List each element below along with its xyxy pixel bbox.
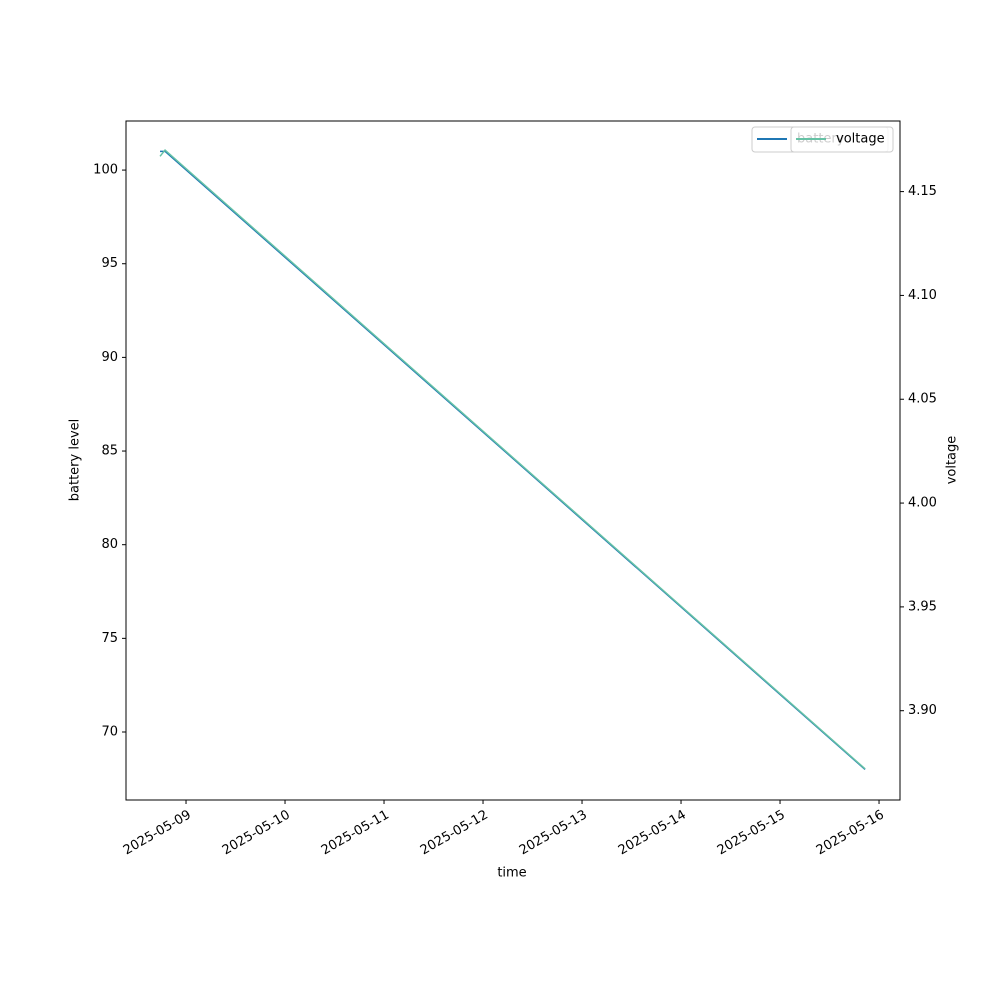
y2-tick-label: 4.05 [908, 392, 937, 407]
x-tick-label: 2025-05-16 [814, 808, 887, 859]
x-tick-label: 2025-05-13 [517, 808, 590, 859]
x-tick-label: 2025-05-12 [418, 808, 491, 859]
y-tick-label: 90 [101, 350, 118, 365]
x-tick-label: 2025-05-10 [220, 808, 293, 859]
y2-tick-label: 4.00 [908, 496, 937, 511]
x-tick-label: 2025-05-14 [616, 808, 689, 859]
y-tick-label: 70 [101, 725, 118, 740]
y2-tick-label: 3.90 [908, 703, 937, 718]
x-tick-label: 2025-05-09 [121, 808, 194, 859]
legend-label: voltage [836, 132, 885, 147]
line-series [159, 148, 866, 770]
y-tick-label: 95 [101, 256, 118, 271]
x-axis-label: time [497, 866, 526, 881]
y-axis-label: battery level [68, 419, 83, 502]
legend-box [790, 126, 894, 153]
y-tick-label: 100 [93, 163, 118, 178]
y2-tick-label: 4.15 [908, 184, 937, 199]
x-tick-label: 2025-05-15 [715, 808, 788, 859]
line-series [160, 150, 866, 771]
y-tick-label: 75 [101, 631, 118, 646]
plot-frame [125, 120, 901, 801]
x-tick-label: 2025-05-11 [319, 808, 392, 859]
y2-tick-label: 3.95 [908, 599, 937, 614]
y-tick-label: 85 [101, 444, 118, 459]
y2-axis-label: voltage [945, 436, 960, 485]
y2-tick-label: 4.10 [908, 288, 937, 303]
y-tick-label: 80 [101, 537, 118, 552]
